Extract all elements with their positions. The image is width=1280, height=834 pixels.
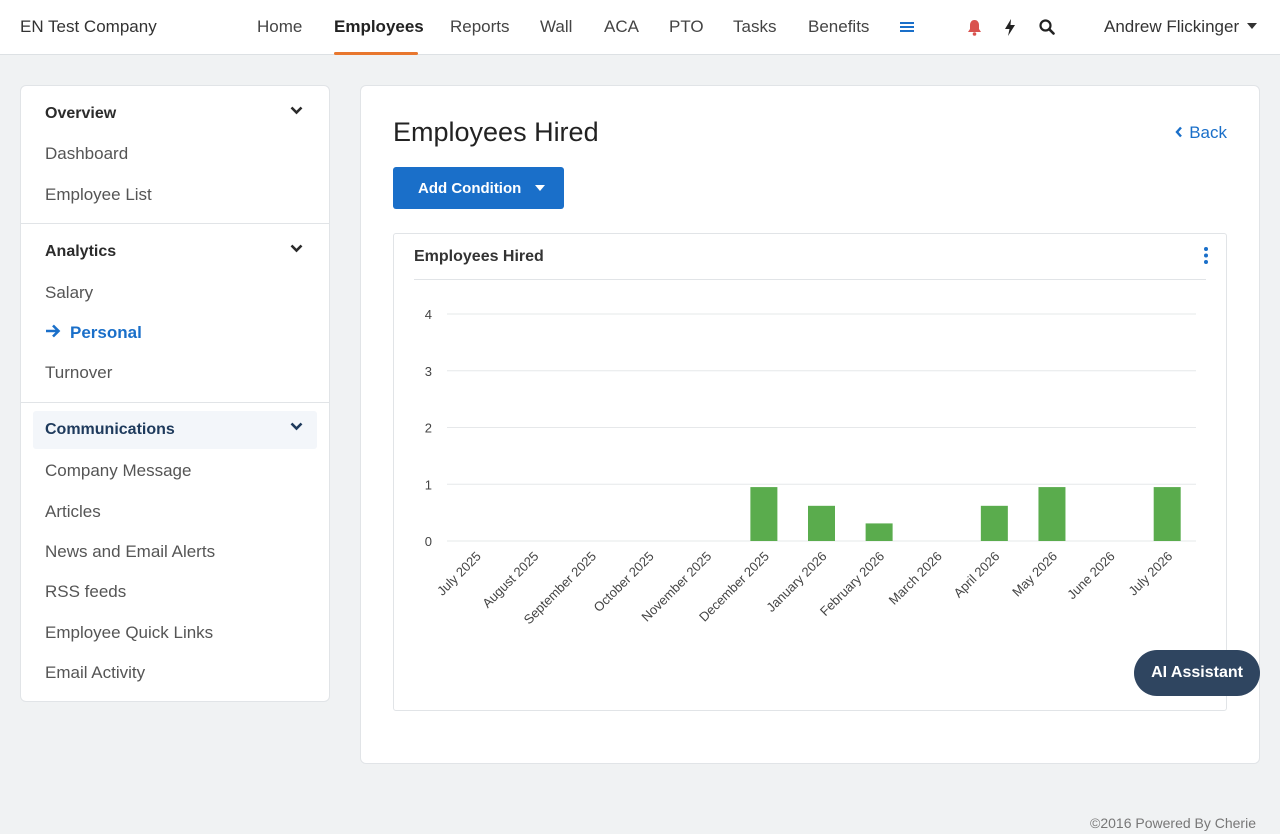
bar: [1038, 487, 1066, 541]
add-condition-label: Add Condition: [418, 179, 522, 197]
chevron-down-icon: [290, 422, 303, 431]
chevron-left-icon: [1175, 126, 1183, 138]
nav-active-indicator: [334, 52, 418, 55]
top-navbar: EN Test Company Home Employees Reports W…: [0, 0, 1280, 55]
nav-pto[interactable]: PTO: [669, 17, 704, 36]
sidebar-item-turnover[interactable]: Turnover: [45, 363, 113, 382]
bell-icon[interactable]: [964, 16, 984, 38]
lightning-icon[interactable]: [1000, 16, 1020, 38]
x-tick-label: March 2026: [886, 549, 945, 608]
y-tick-label: 4: [425, 307, 432, 322]
sidebar-item-personal[interactable]: Personal: [70, 323, 142, 342]
section-title: Analytics: [45, 243, 117, 260]
divider: [21, 223, 329, 224]
y-tick-label: 3: [425, 364, 432, 379]
sidebar-item-dashboard[interactable]: Dashboard: [45, 144, 129, 163]
main-panel: Employees Hired Back Add Condition Emplo…: [360, 85, 1260, 764]
sidebar-item-employee-list[interactable]: Employee List: [45, 185, 152, 204]
sidebar-item-email-activity[interactable]: Email Activity: [45, 663, 146, 682]
nav-wall[interactable]: Wall: [540, 17, 573, 36]
section-overview-header[interactable]: Overview: [33, 95, 317, 133]
x-tick-label: April 2026: [950, 549, 1002, 601]
menu-icon[interactable]: [897, 16, 917, 38]
sidebar-item-news-email-alerts[interactable]: News and Email Alerts: [45, 542, 216, 561]
divider: [414, 279, 1206, 280]
page-title: Employees Hired: [393, 117, 599, 147]
user-menu[interactable]: Andrew Flickinger: [1104, 17, 1258, 37]
bar: [1153, 487, 1181, 541]
footer-text: ©2016 Powered By Cherie: [1090, 815, 1256, 831]
sidebar-item-articles[interactable]: Articles: [45, 502, 101, 521]
chevron-down-icon: [290, 106, 303, 115]
sidebar-item-company-message[interactable]: Company Message: [45, 461, 192, 480]
x-tick-label: July 2026: [1125, 549, 1175, 599]
chart-card: Employees Hired 0 1 2 3 4 July 2025 August 202…: [393, 233, 1227, 711]
y-tick-label: 2: [425, 421, 432, 436]
sidebar-item-employee-quick-links[interactable]: Employee Quick Links: [45, 623, 214, 642]
caret-down-icon: [535, 185, 546, 191]
arrow-right-icon: [46, 324, 61, 338]
bar: [750, 487, 778, 541]
y-tick-label: 0: [425, 534, 432, 549]
chart-card-title: Employees Hired: [414, 248, 544, 265]
nav-tasks[interactable]: Tasks: [733, 17, 777, 36]
section-title: Overview: [45, 105, 117, 122]
section-analytics-header[interactable]: Analytics: [33, 233, 317, 271]
nav-home[interactable]: Home: [257, 17, 303, 36]
user-name: Andrew Flickinger: [1104, 17, 1240, 36]
nav-reports[interactable]: Reports: [450, 17, 510, 36]
more-options-icon[interactable]: [1200, 246, 1212, 266]
ai-assistant-button[interactable]: AI Assistant: [1134, 650, 1260, 696]
back-label: Back: [1189, 123, 1227, 142]
x-tick-label: August 2025: [479, 549, 541, 611]
x-tick-label: July 2025: [434, 549, 484, 599]
section-communications-header[interactable]: Communications: [33, 411, 317, 449]
add-condition-button[interactable]: Add Condition: [393, 167, 564, 209]
sidebar-item-rss-feeds[interactable]: RSS feeds: [45, 582, 127, 601]
x-tick-label: May 2026: [1009, 549, 1060, 600]
divider: [21, 402, 329, 403]
chevron-down-icon: [290, 244, 303, 253]
bar: [980, 505, 1008, 541]
nav-employees[interactable]: Employees: [334, 17, 424, 36]
bar: [808, 505, 835, 541]
company-name[interactable]: EN Test Company: [20, 17, 157, 36]
section-title: Communications: [45, 421, 175, 438]
sidebar: Overview Dashboard Employee List Analyti…: [20, 85, 330, 702]
nav-aca[interactable]: ACA: [604, 17, 639, 36]
sidebar-item-salary[interactable]: Salary: [45, 283, 94, 302]
bar: [865, 523, 893, 541]
back-link[interactable]: Back: [1175, 123, 1227, 143]
chevron-down-icon: [1247, 23, 1258, 29]
search-icon[interactable]: [1037, 16, 1057, 38]
y-tick-label: 1: [425, 477, 432, 492]
x-tick-label: June 2026: [1064, 549, 1118, 603]
nav-benefits[interactable]: Benefits: [808, 17, 870, 36]
